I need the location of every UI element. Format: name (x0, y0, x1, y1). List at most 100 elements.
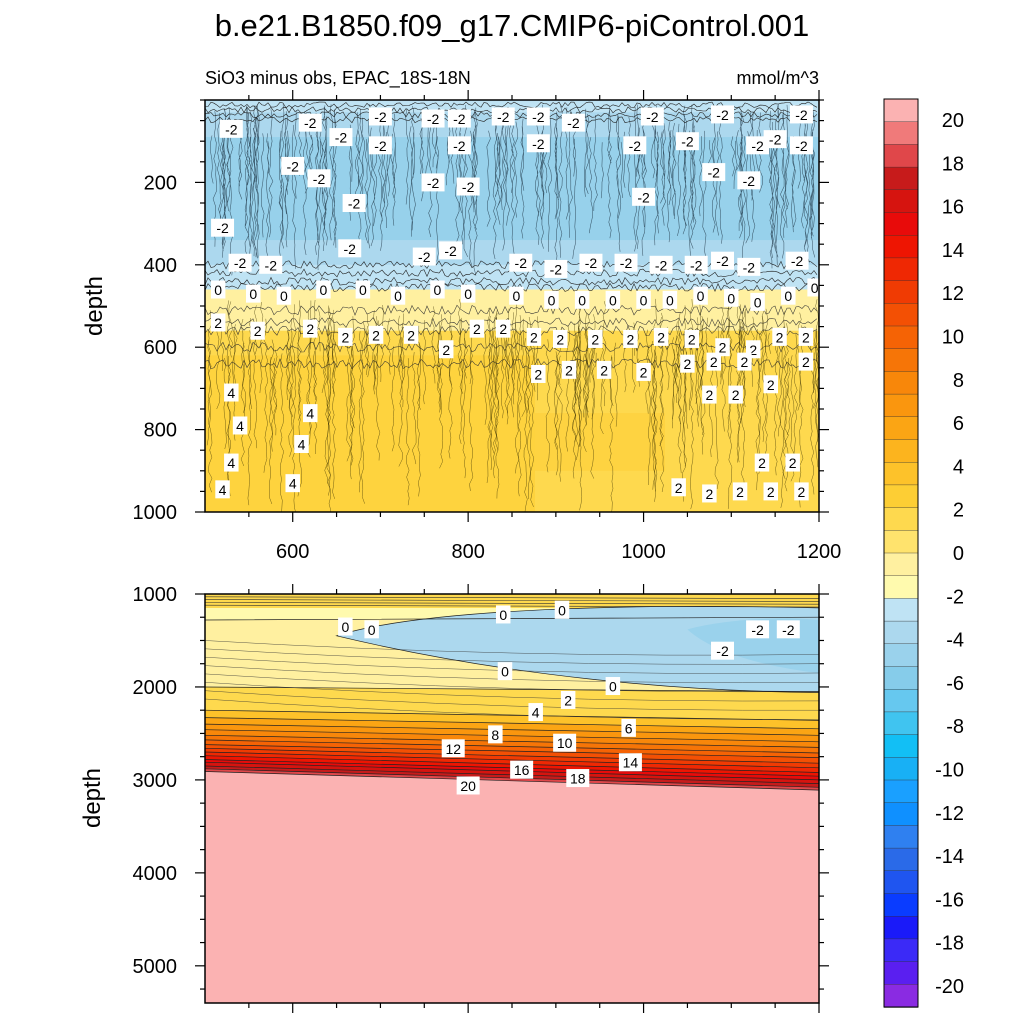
upper-contour-two-0 (205, 304, 818, 316)
colorbar-frame (883, 98, 919, 1008)
lower-contour-label-16: 16 (510, 760, 534, 779)
colorbar-swatch-6 (883, 234, 919, 259)
lower-band-10 (205, 748, 819, 768)
upper-contour-label-33: -2 (259, 255, 283, 274)
colorbar-swatch-3 (883, 166, 919, 191)
lower-band-16 (205, 768, 819, 791)
lower-contour-label-5: -2 (776, 620, 800, 639)
svg-text:-2: -2 (795, 107, 808, 123)
upper-contour-label-15: -2 (623, 136, 647, 155)
colorbar-swatch-14 (883, 416, 919, 441)
colorbar-swatch-16 (883, 462, 919, 486)
upper-contour-label-60: 0 (781, 286, 796, 305)
upper-contour-label-45: 0 (276, 286, 292, 305)
svg-text:0: 0 (249, 286, 257, 302)
upper-contour-label-44: 0 (245, 284, 261, 303)
colorbar-swatch-31 (883, 802, 919, 827)
svg-text:0: 0 (512, 288, 520, 304)
colorbar-swatch-26 (883, 689, 919, 713)
lower-panel: 0 0 0 0 -2 -2 -2 0 0 2 4 6 8 10 12 14 16 18 20 1000 2000 300… (79, 584, 829, 1013)
svg-text:-2: -2 (348, 196, 361, 212)
colorbar-label-11: -2 (946, 586, 964, 608)
upper-contour-label-72: 2 (552, 329, 568, 348)
svg-text:2: 2 (736, 484, 744, 500)
lower-band-2 (205, 686, 819, 721)
upper-contour-label-85: 2 (680, 354, 695, 373)
svg-text:2: 2 (530, 329, 538, 345)
colorbar-label-1: 18 (942, 153, 964, 175)
lower-contour-label-1: 0 (554, 600, 570, 619)
lower-y-tick-label-4: 5000 (133, 956, 178, 978)
colorbar-label-6: 8 (953, 370, 964, 392)
upper-contour-label-18: -2 (763, 130, 787, 149)
upper-contour-label-24: -2 (702, 163, 726, 182)
svg-text:-2: -2 (418, 249, 431, 265)
svg-text:-2: -2 (427, 175, 440, 191)
lower-contour-label-9: 2 (560, 690, 576, 709)
upper-y-axis-label: depth (81, 276, 108, 336)
upper-contour-label-23: -2 (456, 177, 480, 196)
upper-contour-label-61: 0 (807, 278, 819, 297)
svg-text:-2: -2 (234, 255, 247, 271)
svg-text:2: 2 (657, 329, 665, 345)
svg-text:2: 2 (719, 340, 727, 356)
upper-contour-label-86: 2 (706, 352, 721, 371)
lower-contour-label-0: 0 (495, 605, 511, 624)
upper-contour-label-76: 2 (684, 329, 700, 348)
svg-text:2: 2 (758, 455, 766, 471)
lower-y-tick-label-3: 4000 (133, 863, 178, 885)
lower-band-17 (205, 771, 819, 794)
colorbar-swatch-11 (883, 348, 919, 373)
svg-text:2: 2 (802, 329, 810, 345)
svg-text:2: 2 (372, 327, 380, 343)
lower-band-9 (205, 744, 819, 764)
upper-contour-label-26: -2 (342, 194, 366, 212)
lower-band-7 (205, 735, 819, 753)
svg-text:-2: -2 (567, 115, 580, 131)
lower-band-4 (205, 717, 819, 736)
svg-text:2: 2 (798, 484, 806, 500)
upper-contour-label-34: -2 (509, 253, 533, 272)
upper-contour-label-90: 2 (728, 385, 743, 404)
colorbar-swatch-33 (883, 847, 919, 872)
svg-text:12: 12 (445, 741, 461, 757)
lower-contour-label-15: 14 (618, 753, 642, 772)
upper-contour-label-29: -2 (338, 239, 362, 258)
svg-text:2: 2 (640, 364, 648, 380)
upper-contour-label-58: 0 (724, 288, 739, 307)
upper-contour-label-77: 2 (715, 338, 730, 357)
svg-text:-2: -2 (791, 253, 804, 269)
upper-contour-label-55: 0 (636, 290, 651, 309)
svg-text:0: 0 (609, 292, 617, 308)
upper-contour-label-70: 2 (495, 319, 511, 338)
upper-contour-label-52: 0 (544, 290, 559, 309)
colorbar-label-16: -12 (935, 803, 964, 825)
svg-text:4: 4 (306, 406, 314, 422)
upper-contour-label-94: 4 (232, 416, 248, 435)
figure-title: b.e21.B1850.f09_g17.CMIP6-piControl.001 (215, 8, 810, 43)
upper-contour-label-39: -2 (684, 255, 708, 274)
upper-contour-label-80: 2 (798, 327, 814, 346)
svg-text:-2: -2 (690, 257, 703, 273)
svg-text:18: 18 (570, 771, 586, 787)
upper-contour-label-103: 2 (732, 482, 748, 501)
svg-text:-2: -2 (743, 259, 756, 275)
svg-text:2: 2 (776, 329, 784, 345)
colorbar-label-18: -16 (935, 889, 964, 911)
colorbar-swatch-10 (883, 325, 919, 350)
svg-text:2: 2 (254, 323, 262, 339)
svg-text:-2: -2 (655, 257, 668, 273)
colorbar-label-7: 6 (953, 413, 964, 435)
upper-contour-label-50: 0 (460, 284, 476, 303)
upper-contour-label-99: 2 (754, 453, 770, 472)
lower-contour-label-12: 8 (488, 725, 503, 744)
colorbar-swatch-0 (883, 98, 919, 123)
upper-contour-label-13: -2 (447, 136, 471, 155)
colorbar-swatch-5 (883, 212, 919, 236)
upper-panel: -2 -2 -2 -2 -2 -2 -2 -2 -2 -2 -2 -2 -2 -2 -2 -2 -2 -2 -2 -2… (81, 90, 841, 563)
upper-contour-label-71: 2 (526, 327, 542, 346)
colorbar: 20181614121086420-2-4-6-8-10-12-14-16-18… (883, 98, 964, 1008)
svg-text:-2: -2 (265, 257, 278, 273)
